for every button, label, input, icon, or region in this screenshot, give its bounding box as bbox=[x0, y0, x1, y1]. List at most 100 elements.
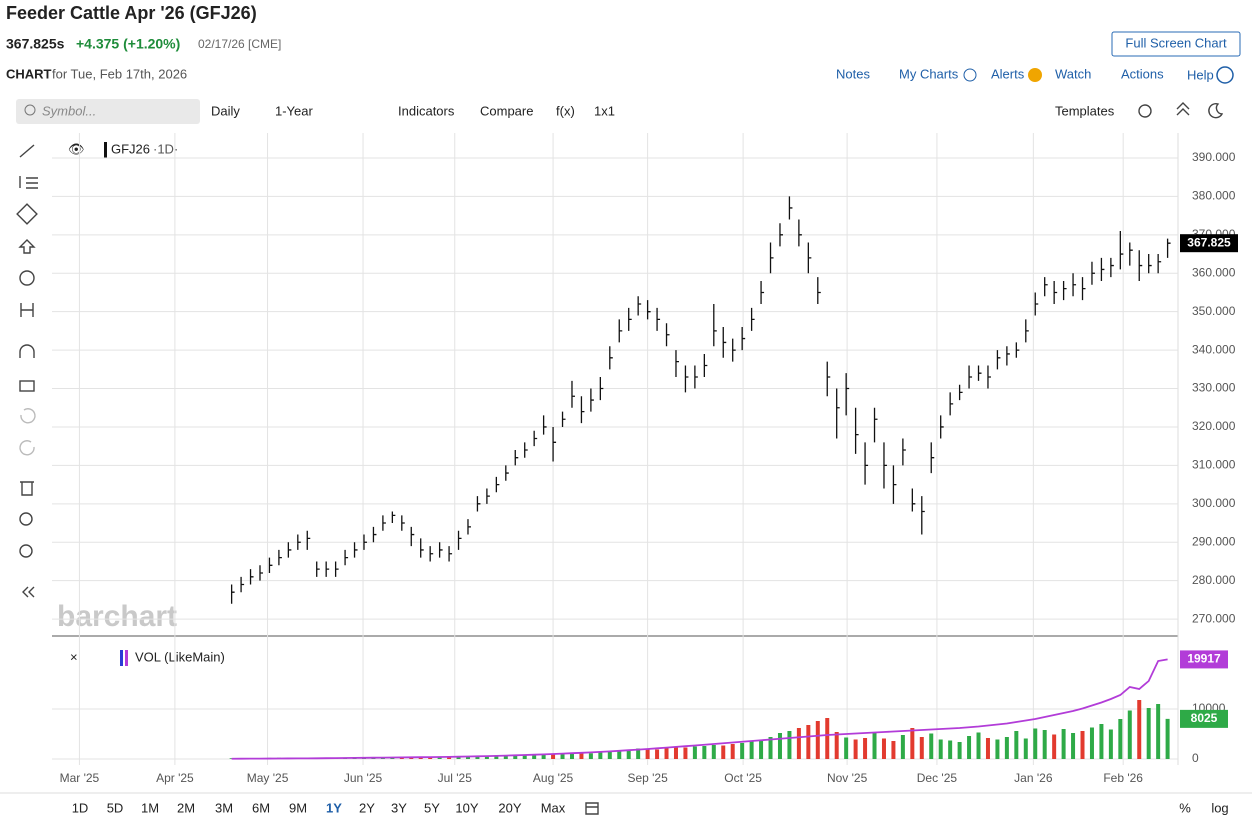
volume-bar bbox=[1156, 704, 1161, 759]
alerts-link[interactable]: Alerts bbox=[991, 66, 1025, 81]
watermark: barchart bbox=[57, 600, 177, 633]
fx-button[interactable]: f(x) bbox=[556, 103, 575, 118]
chart-date: for Tue, Feb 17th, 2026 bbox=[52, 66, 187, 81]
ohlc-bar bbox=[287, 542, 292, 558]
range-button[interactable]: 6M bbox=[252, 800, 270, 815]
y-tick-label: 290.000 bbox=[1192, 534, 1236, 548]
ohlc-bar bbox=[410, 526, 415, 547]
volume-bar bbox=[692, 746, 697, 759]
ohlc-bar bbox=[278, 549, 282, 566]
search-icon bbox=[24, 104, 36, 116]
ohlc-bar bbox=[911, 488, 916, 512]
indicators-button[interactable]: Indicators bbox=[398, 103, 455, 118]
range-button[interactable]: 20Y bbox=[498, 800, 521, 815]
layout-select[interactable]: 1x1 bbox=[594, 103, 615, 118]
close-indicator[interactable]: × bbox=[70, 649, 78, 664]
ohlc-bar bbox=[684, 365, 689, 393]
compare-button[interactable]: Compare bbox=[480, 103, 533, 118]
symbol-placeholder[interactable]: Symbol... bbox=[42, 103, 96, 118]
templates-button[interactable]: Templates bbox=[1055, 103, 1115, 118]
volume-legend: VOL (LikeMain) bbox=[135, 649, 225, 664]
y-tick-label: 0 bbox=[1192, 751, 1199, 765]
theme-icon[interactable] bbox=[1208, 102, 1224, 119]
last-value-box bbox=[1180, 650, 1228, 669]
volume-bar bbox=[806, 725, 811, 759]
range-button[interactable]: 5Y bbox=[424, 800, 440, 815]
log-option[interactable]: log bbox=[1211, 800, 1228, 815]
ohlc-bar bbox=[1006, 346, 1010, 366]
line-tool[interactable] bbox=[19, 144, 35, 158]
ohlc-bar bbox=[325, 561, 330, 577]
x-tick-label: Dec '25 bbox=[917, 771, 958, 785]
x-tick-label: Oct '25 bbox=[724, 771, 762, 785]
annotation-tool[interactable] bbox=[19, 270, 35, 286]
ohlc-bar bbox=[1025, 319, 1029, 343]
ohlc-bar bbox=[1119, 230, 1124, 270]
volume-bar bbox=[900, 735, 905, 759]
ohlc-bar bbox=[1062, 280, 1067, 301]
my-charts-link[interactable]: My Charts bbox=[899, 66, 959, 81]
full-screen-label[interactable]: Full Screen Chart bbox=[1125, 35, 1227, 50]
collapse-icon[interactable] bbox=[1176, 102, 1190, 116]
fib-tool[interactable] bbox=[19, 176, 38, 189]
ohlc-bar bbox=[1091, 261, 1095, 285]
range-button[interactable]: Max bbox=[541, 800, 566, 815]
y-tick-label: 350.000 bbox=[1192, 304, 1236, 318]
interval-select[interactable]: Daily bbox=[211, 103, 240, 118]
actions-link[interactable]: Actions bbox=[1121, 66, 1164, 81]
range-button[interactable]: 9M bbox=[289, 800, 307, 815]
measure-tool[interactable] bbox=[20, 303, 34, 317]
ohlc-bar bbox=[836, 388, 840, 439]
volume-bar bbox=[664, 748, 669, 759]
change: +4.375 (+1.20%) bbox=[76, 36, 180, 52]
ohlc-bar bbox=[240, 576, 245, 593]
ohlc-bar bbox=[968, 365, 973, 389]
x-tick-label: Aug '25 bbox=[533, 771, 574, 785]
x-tick-label: Feb '26 bbox=[1103, 771, 1143, 785]
percent-option[interactable]: % bbox=[1179, 800, 1191, 815]
ohlc-bar bbox=[571, 380, 575, 408]
shape-tool[interactable] bbox=[16, 203, 38, 225]
collapse-toolbar[interactable] bbox=[22, 586, 35, 598]
range-button[interactable]: 3Y bbox=[391, 800, 407, 815]
volume-bar bbox=[1127, 710, 1132, 759]
redo-tool[interactable] bbox=[19, 440, 35, 456]
range-button[interactable]: 5D bbox=[107, 800, 124, 815]
range-button[interactable]: 1M bbox=[141, 800, 159, 815]
arrow-tool[interactable] bbox=[18, 239, 36, 254]
y-tick-label: 300.000 bbox=[1192, 496, 1236, 510]
volume-bar bbox=[1108, 729, 1113, 759]
volume-bar bbox=[532, 754, 537, 759]
eye-icon[interactable]: 👁 bbox=[68, 141, 85, 156]
ohlc-bar bbox=[892, 465, 897, 504]
ohlc-bar bbox=[940, 415, 944, 439]
ohlc-bar bbox=[259, 565, 263, 581]
volume-bar bbox=[1099, 724, 1104, 759]
lock-tool[interactable] bbox=[19, 380, 35, 392]
range-button[interactable]: 10Y bbox=[455, 800, 478, 815]
notes-link[interactable]: Notes bbox=[836, 66, 870, 81]
range-button[interactable]: 2Y bbox=[359, 800, 375, 815]
settings-icon[interactable] bbox=[1138, 104, 1152, 118]
last-price-label: 367.825 bbox=[1187, 235, 1231, 249]
magnet-tool[interactable] bbox=[19, 344, 35, 358]
help-link[interactable]: Help bbox=[1187, 67, 1214, 82]
range-button[interactable]: 1Y bbox=[326, 800, 342, 815]
volume-bar bbox=[872, 733, 877, 759]
period-select[interactable]: 1-Year bbox=[275, 103, 313, 118]
ohlc-bar bbox=[1148, 254, 1152, 274]
watch-link[interactable]: Watch bbox=[1055, 66, 1091, 81]
delete-tool[interactable] bbox=[20, 481, 34, 496]
undo-tool[interactable] bbox=[20, 408, 36, 424]
zoom-in-tool[interactable] bbox=[19, 512, 33, 526]
full-screen-button[interactable] bbox=[1111, 31, 1241, 57]
range-button[interactable]: 2M bbox=[177, 800, 195, 815]
volume-bar bbox=[834, 732, 839, 759]
range-button[interactable]: 1D bbox=[72, 800, 89, 815]
symbol-input[interactable] bbox=[16, 99, 200, 124]
volume-bar bbox=[740, 743, 745, 759]
range-button[interactable]: 3M bbox=[215, 800, 233, 815]
zoom-out-tool[interactable] bbox=[19, 544, 33, 558]
ohlc-bar bbox=[524, 442, 528, 458]
calendar-icon[interactable] bbox=[585, 802, 599, 815]
